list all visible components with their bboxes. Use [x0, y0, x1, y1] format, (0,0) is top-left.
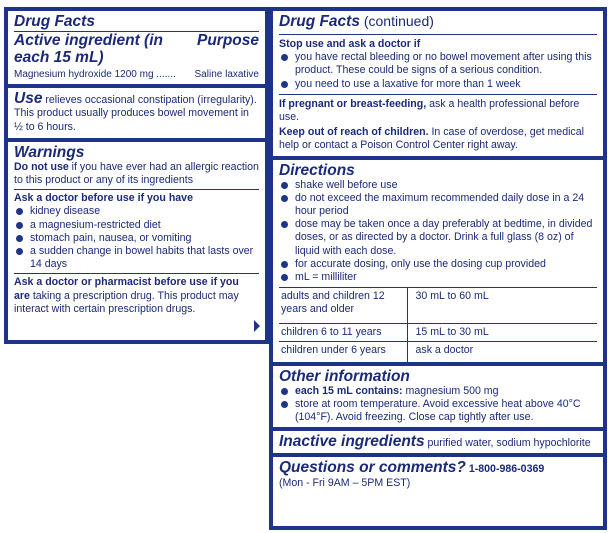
ask-doctor-item: a sudden change in bowel habits that las… [14, 245, 259, 271]
phone-number: 1-800-986-0369 [465, 463, 545, 476]
use-text: relieves occasional constipation (irregu… [14, 94, 257, 133]
pregnant-text: ask a health professional before use. [279, 97, 580, 124]
inactive-ingredients-text: purified water, sodium hypochlorite [424, 437, 591, 450]
hours-text: (Mon - Fri 9AM – 5PM EST) [279, 476, 411, 489]
other-info-item: store at room temperature. Avoid excessi… [279, 398, 597, 424]
stop-use-item: you need to use a laxative for more than… [279, 78, 597, 91]
use-section: Use relieves occasional constipation (ir… [8, 88, 265, 142]
dose-cell: 30 mL to 60 mL [407, 287, 597, 324]
table-row: children 6 to 11 years 15 mL to 30 mL [279, 323, 597, 342]
directions-item: mL = milliliter [279, 271, 597, 284]
continue-arrow-icon [254, 319, 260, 332]
drug-facts-title: Drug Facts [14, 13, 95, 30]
do-not-use-text: if you have ever had an allergic reactio… [14, 160, 259, 187]
dose-cell: ask a doctor [407, 341, 597, 362]
stop-use-heading: Stop use and ask a doctor if [279, 38, 421, 50]
directions-item: shake well before use [279, 179, 597, 192]
active-ingredient-heading: Active ingredient (in each 15 mL) [14, 32, 163, 66]
keep-out-label: Keep out of reach of children. [279, 126, 429, 139]
purpose-heading: Purpose [196, 32, 259, 49]
drug-facts-right-panel: Drug Facts (continued) Stop use and ask … [269, 7, 607, 530]
warnings-section: Warnings Do not use if you have ever had… [8, 142, 265, 338]
directions-item: dose may be taken once a day preferably … [279, 218, 597, 258]
directions-item: for accurate dosing, only use the dosing… [279, 258, 597, 271]
inactive-ingredients-section: Inactive ingredients purified water, sod… [273, 431, 603, 458]
questions-heading: Questions or comments? [279, 459, 466, 477]
questions-section: Questions or comments? 1-800-986-0369 (M… [273, 457, 603, 492]
age-group-cell: children 6 to 11 years [279, 323, 408, 342]
ask-pharmacist-text: taking a prescription drug. This product… [14, 289, 239, 315]
age-group-cell: children under 6 years [279, 341, 408, 362]
table-row: children under 6 years ask a doctor [279, 341, 597, 362]
dose-cell: 15 mL to 30 mL [407, 323, 597, 342]
stop-use-item: you have rectal bleeding or no bowel mov… [279, 51, 597, 77]
active-ingredient-line: Magnesium hydroxide 1200 mg ....... [14, 69, 176, 80]
ask-doctor-item: stomach pain, nausea, or vomiting [14, 232, 259, 245]
directions-heading: Directions [279, 161, 355, 179]
drug-facts-continued-title: Drug Facts [279, 13, 360, 30]
purpose-value: Saline laxative [194, 69, 259, 80]
warnings-heading: Warnings [14, 143, 85, 161]
directions-item: do not exceed the maximum recommended da… [279, 192, 597, 218]
ask-doctor-item: kidney disease [14, 205, 259, 218]
use-heading: Use [14, 90, 43, 108]
drug-facts-left-panel: Drug Facts Active ingredient (in each 15… [4, 7, 269, 344]
keep-out-text: In case of overdose, get medical help or… [279, 126, 584, 152]
ask-doctor-item: a magnesium-restricted diet [14, 219, 259, 232]
contains-label: each 15 mL contains: [295, 384, 403, 397]
other-information-section: Other information each 15 mL contains: m… [273, 366, 603, 432]
do-not-use-label: Do not use [14, 160, 69, 173]
age-group-cell: adults and children 12 years and older [279, 287, 408, 324]
table-row: adults and children 12 years and older 30… [279, 287, 597, 324]
directions-section: Directions shake well before use do not … [273, 160, 603, 366]
dosage-table: adults and children 12 years and older 30… [279, 287, 597, 362]
other-info-item: each 15 mL contains: magnesium 500 mg [279, 385, 597, 398]
contains-text: magnesium 500 mg [402, 384, 499, 397]
ask-pharmacist-heading: Ask a doctor or pharmacist before use if… [14, 276, 239, 302]
pregnant-label: If pregnant or breast-feeding, [279, 97, 427, 110]
other-information-heading: Other information [279, 367, 410, 385]
ask-doctor-heading: Ask a doctor before use if you have [14, 192, 193, 205]
active-ingredient-section: Drug Facts Active ingredient (in each 15… [8, 11, 265, 89]
continued-label: (continued) [359, 13, 434, 29]
continued-section: Drug Facts (continued) Stop use and ask … [273, 11, 603, 160]
inactive-ingredients-heading: Inactive ingredients [279, 433, 425, 451]
